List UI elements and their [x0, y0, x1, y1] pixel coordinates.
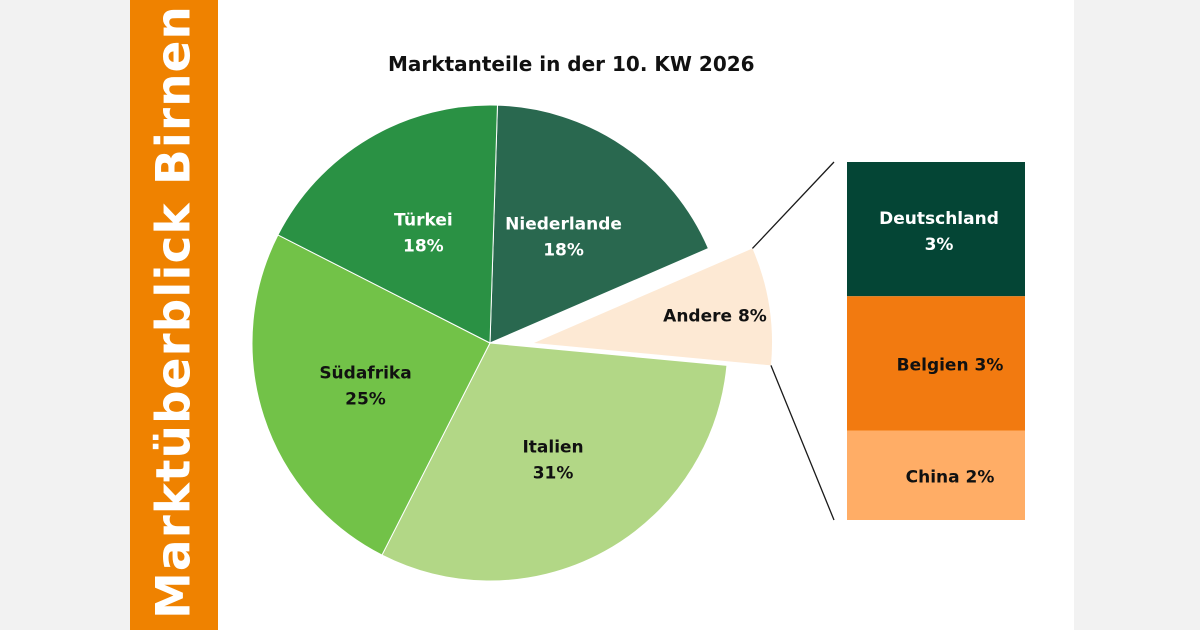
breakdown-connectors: [751, 161, 835, 521]
slice-label-suedafrika: Südafrika 25%: [319, 363, 411, 409]
pie-slices: Niederlande 18% Andere 8% Italien 31% Südafri…: [251, 104, 772, 582]
pie-slice-niederlande: [489, 104, 710, 344]
connector-line-bottom: [770, 365, 835, 521]
side-banner: Marktüberblick Birnen: [130, 0, 218, 630]
breakdown-bar: Deutschland 3% Belgien 3% China 2%: [847, 162, 1025, 520]
pie-slice-italien: [381, 342, 728, 582]
slice-label-niederlande: Niederlande 18%: [505, 215, 622, 261]
slice-label-italien: Italien 31%: [522, 438, 583, 484]
connector-line-top: [751, 161, 835, 249]
breakdown-label-deutschland: Deutschland 3%: [879, 209, 999, 255]
breakdown-segment-belgien: [847, 296, 1025, 431]
pie-slice-suedafrika: [251, 234, 491, 556]
slice-label-tuerkei: Türkei 18%: [394, 210, 453, 256]
chart-title: Marktanteile in der 10. KW 2026: [388, 52, 755, 76]
pie-slice-andere: [534, 248, 772, 366]
breakdown-segment-deutschland: [847, 162, 1025, 297]
breakdown-label-china: China 2%: [906, 467, 995, 487]
breakdown-label-belgien: Belgien 3%: [897, 355, 1004, 375]
breakdown-segment-china: [847, 430, 1025, 520]
pie-slice-tuerkei: [277, 104, 498, 344]
slice-label-andere: Andere 8%: [663, 306, 767, 326]
